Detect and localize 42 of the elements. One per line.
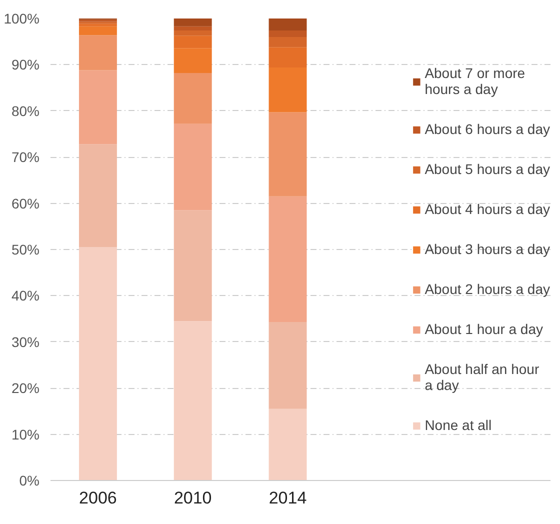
y-tick-label: 0% bbox=[19, 472, 40, 488]
legend-label: About half an hour a day bbox=[424, 361, 540, 393]
bar bbox=[268, 30, 307, 37]
y-tick-label: 50% bbox=[11, 242, 40, 258]
y-tick-label: 100% bbox=[4, 10, 40, 26]
bar bbox=[174, 26, 212, 31]
bar bbox=[78, 35, 117, 70]
y-tick-label: 30% bbox=[11, 334, 40, 350]
y-tick-label: 60% bbox=[11, 195, 40, 212]
bar bbox=[78, 70, 117, 144]
bar bbox=[78, 247, 117, 480]
bar bbox=[78, 144, 117, 248]
x-tick-label: 2010 bbox=[174, 488, 212, 508]
legend-label: About 3 hours a day bbox=[424, 241, 550, 257]
y-tick-label: 40% bbox=[11, 288, 40, 304]
bar bbox=[268, 18, 307, 31]
y-tick-label: 10% bbox=[11, 426, 40, 442]
bar bbox=[174, 73, 212, 124]
legend-label: About 7 or more hours a day bbox=[424, 65, 526, 97]
y-tick-label: 90% bbox=[11, 56, 40, 73]
bar bbox=[268, 196, 307, 322]
legend-label: None at all bbox=[424, 417, 492, 433]
bar bbox=[268, 112, 307, 196]
bar bbox=[268, 322, 307, 409]
bar bbox=[174, 124, 212, 210]
x-tick-label: 2006 bbox=[79, 488, 117, 508]
legend-label: About 6 hours a day bbox=[424, 121, 550, 137]
legend-label: About 5 hours a day bbox=[424, 161, 550, 177]
y-tick-label: 20% bbox=[11, 380, 40, 396]
bar bbox=[174, 18, 212, 26]
bar bbox=[174, 210, 212, 322]
legend-label: About 2 hours a day bbox=[424, 281, 550, 297]
bar bbox=[268, 408, 307, 480]
bar bbox=[174, 321, 212, 480]
bar bbox=[268, 36, 307, 48]
bar bbox=[78, 26, 117, 36]
x-tick-label: 2014 bbox=[268, 488, 307, 508]
legend-label: About 1 hour a day bbox=[424, 321, 543, 337]
y-tick-label: 70% bbox=[11, 149, 40, 166]
y-tick-label: 80% bbox=[11, 102, 40, 119]
legend-label: About 4 hours a day bbox=[424, 201, 550, 217]
bar bbox=[174, 30, 212, 36]
